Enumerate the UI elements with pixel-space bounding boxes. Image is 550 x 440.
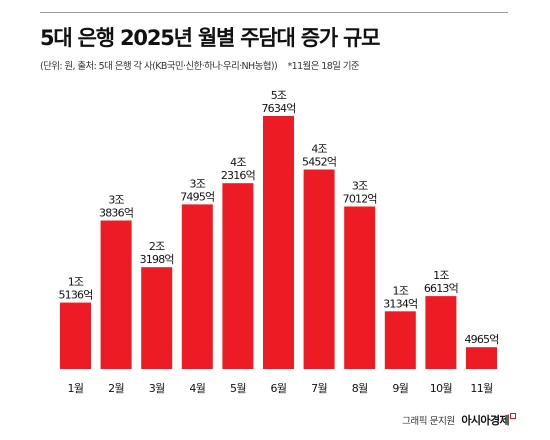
bar-3 bbox=[141, 267, 173, 369]
x-tick-label-3: 3월 bbox=[149, 382, 165, 395]
brand-logo: 아시아경제 bbox=[461, 414, 509, 427]
data-label-1-1: 1조 bbox=[68, 276, 84, 289]
bar-2 bbox=[100, 220, 132, 369]
credit-line: 그래픽 문지원 아시아경제 bbox=[402, 412, 516, 428]
x-tick-label-11: 11월 bbox=[470, 382, 493, 395]
bar-4 bbox=[181, 204, 213, 369]
bar-1 bbox=[60, 302, 91, 369]
bar-6 bbox=[263, 116, 294, 369]
data-label-7-1: 4조 bbox=[311, 143, 327, 156]
x-tick-label-4: 4월 bbox=[189, 382, 205, 395]
data-label-6-1: 5조 bbox=[271, 89, 287, 102]
date-note: *11월은 18일 기준 bbox=[287, 61, 360, 72]
brand-mark-icon bbox=[510, 413, 516, 419]
data-label-6-2: 7634억 bbox=[261, 102, 295, 115]
x-tick-label-2: 2월 bbox=[108, 382, 124, 395]
x-tick-label-8: 8월 bbox=[352, 382, 368, 395]
data-label-2-1: 3조 bbox=[108, 194, 124, 207]
x-tick-label-10: 10월 bbox=[430, 382, 453, 395]
data-label-8-1: 3조 bbox=[352, 180, 368, 193]
bar-8 bbox=[344, 206, 376, 369]
data-label-9-2: 3134억 bbox=[383, 297, 417, 310]
x-tick-label-9: 9월 bbox=[392, 382, 408, 395]
x-tick-label-6: 6월 bbox=[271, 382, 287, 395]
data-label-1-2: 5136억 bbox=[58, 289, 92, 302]
bar-9 bbox=[384, 311, 416, 369]
bar-11 bbox=[466, 347, 497, 369]
data-label-8-2: 7012억 bbox=[343, 193, 377, 206]
data-label-4-2: 7495억 bbox=[180, 190, 214, 203]
x-tick-label-5: 5월 bbox=[230, 382, 246, 395]
bar-10 bbox=[425, 296, 457, 369]
x-tick-label-1: 1월 bbox=[68, 382, 84, 395]
graphic-credit: 그래픽 문지원 bbox=[402, 416, 455, 427]
chart-subtitle: (단위: 원, 출처: 5대 은행 각 사(KB국민·신한·하나·우리·NH농협… bbox=[40, 58, 360, 72]
data-label-4-1: 3조 bbox=[190, 177, 206, 190]
bar-7 bbox=[303, 169, 335, 369]
x-tick-label-7: 7월 bbox=[311, 382, 327, 395]
data-label-3-1: 2조 bbox=[149, 240, 165, 253]
data-label-3-2: 3198억 bbox=[140, 253, 174, 266]
top-rule bbox=[40, 12, 508, 13]
data-label-5-2: 2316억 bbox=[221, 169, 255, 182]
chart-title: 5대 은행 2025년 월별 주담대 증가 규모 bbox=[40, 26, 380, 50]
bar-5 bbox=[222, 183, 254, 369]
data-label-10-2: 6613억 bbox=[424, 282, 458, 295]
data-label-7-2: 5452억 bbox=[302, 156, 336, 169]
data-label-11-1: 4965억 bbox=[464, 333, 498, 346]
data-label-9-1: 1조 bbox=[393, 284, 409, 297]
data-label-5-1: 4조 bbox=[230, 156, 246, 169]
data-label-10-1: 1조 bbox=[433, 269, 449, 282]
data-label-2-2: 3836억 bbox=[99, 207, 133, 220]
source-note: (단위: 원, 출처: 5대 은행 각 사(KB국민·신한·하나·우리·NH농협… bbox=[40, 61, 278, 72]
